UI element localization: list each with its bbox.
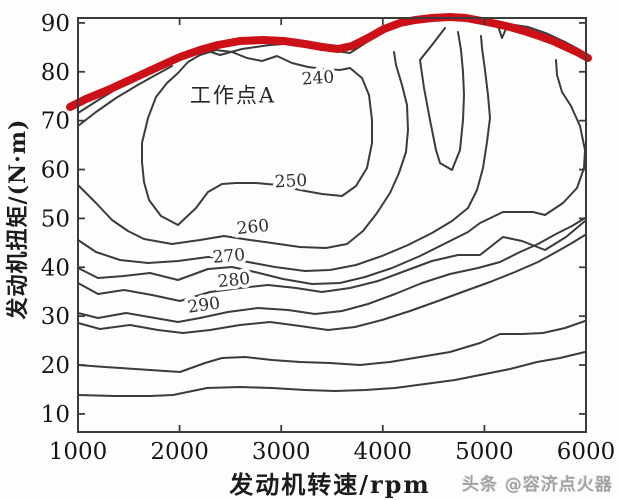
y-axis-title: 发动机扭矩/(N·m) xyxy=(5,118,31,320)
contour-line-c-low-2 xyxy=(77,351,586,397)
axis-tick-labels: 1000 2000 3000 4000 5000 6000 10 20 30 40 50 60 70 80… xyxy=(41,11,616,465)
contour-label-280: 280 xyxy=(217,269,251,292)
y-tick-label: 10 xyxy=(41,402,70,428)
contour-line-ridge-valley xyxy=(419,27,465,171)
x-axis-title: 发动机转速/rpm xyxy=(229,470,431,499)
y-tick-label: 80 xyxy=(41,60,70,86)
contour-label-240: 240 xyxy=(301,67,335,89)
contour-label-260: 260 xyxy=(236,216,270,239)
contour-line-c290 xyxy=(77,217,586,323)
contour-line-c295-minor xyxy=(77,234,586,334)
y-tick-label: 70 xyxy=(41,109,70,135)
contour-line-c270 xyxy=(77,35,491,272)
axis-ticks xyxy=(77,18,587,432)
contour-line-c280 xyxy=(77,59,586,285)
operating-point-label: 工作点A xyxy=(190,84,276,108)
y-tick-label: 60 xyxy=(41,158,70,184)
y-tick-label: 30 xyxy=(41,304,70,330)
contour-label-270: 270 xyxy=(212,245,246,268)
x-tick-label: 3000 xyxy=(252,439,311,465)
x-tick-label: 6000 xyxy=(557,439,616,465)
contour-lines xyxy=(77,17,587,397)
y-tick-label: 50 xyxy=(41,206,70,232)
x-tick-label: 2000 xyxy=(150,439,209,465)
x-tick-label: 5000 xyxy=(455,439,514,465)
contour-line-envelope-left xyxy=(77,65,173,127)
contour-line-c285-minor xyxy=(77,220,586,302)
contour-line-c260 xyxy=(77,51,409,249)
x-tick-label: 1000 xyxy=(49,439,108,465)
y-tick-label: 90 xyxy=(41,11,70,37)
contour-line-loop-240-250 xyxy=(141,49,373,226)
plot-border xyxy=(77,17,587,433)
x-tick-label: 4000 xyxy=(354,439,413,465)
y-tick-label: 40 xyxy=(41,255,70,281)
full-load-torque-curve xyxy=(66,13,592,111)
contour-line-c-low-1 xyxy=(77,320,586,373)
y-tick-label: 20 xyxy=(41,353,70,379)
watermark: 头条 @容济点火器 xyxy=(462,475,613,495)
contour-label-250: 250 xyxy=(274,171,307,193)
